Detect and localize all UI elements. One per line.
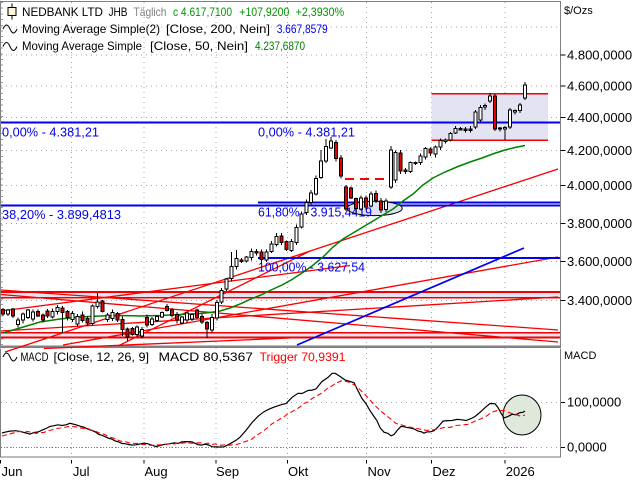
svg-text:Nov: Nov xyxy=(368,464,392,479)
svg-text:Aug: Aug xyxy=(145,464,168,479)
svg-text:[Close, 50, Nein]: [Close, 50, Nein] xyxy=(150,39,248,53)
svg-text:100,0000: 100,0000 xyxy=(567,394,621,409)
svg-text:Moving Average Simple: Moving Average Simple xyxy=(22,39,142,53)
svg-text:Trigger 70,9391: Trigger 70,9391 xyxy=(260,350,346,364)
svg-text:NEDBANK LTD: NEDBANK LTD xyxy=(22,5,103,19)
svg-text:4.237,6870: 4.237,6870 xyxy=(255,39,305,53)
svg-text:Täglich: Täglich xyxy=(134,5,167,19)
svg-text:0,00% - 4.381,21: 0,00% - 4.381,21 xyxy=(2,125,99,140)
svg-text:4.800,0000: 4.800,0000 xyxy=(567,48,632,63)
svg-text:2026: 2026 xyxy=(506,464,535,479)
svg-text:Okt: Okt xyxy=(288,464,309,479)
svg-text:[Close, 200, Nein]: [Close, 200, Nein] xyxy=(166,22,270,36)
svg-text:[Close, 12, 26, 9]: [Close, 12, 26, 9] xyxy=(54,350,150,364)
svg-text:JHB: JHB xyxy=(109,5,128,19)
svg-text:0,00% - 4.381,21: 0,00% - 4.381,21 xyxy=(258,125,355,140)
svg-text:4.600,0000: 4.600,0000 xyxy=(567,79,632,94)
svg-text:Jun: Jun xyxy=(2,464,23,479)
svg-text:Sep: Sep xyxy=(216,464,239,479)
svg-text:3.800,0000: 3.800,0000 xyxy=(567,216,632,231)
svg-text:$/Ozs: $/Ozs xyxy=(564,5,593,17)
svg-text:4.000,0000: 4.000,0000 xyxy=(567,178,632,193)
svg-text:3.600,0000: 3.600,0000 xyxy=(567,254,632,269)
svg-text:3.400,0000: 3.400,0000 xyxy=(567,293,632,308)
svg-text:3.667,8579: 3.667,8579 xyxy=(277,22,328,36)
svg-text:38,20% - 3.899,4813: 38,20% - 3.899,4813 xyxy=(2,207,121,222)
svg-text:4.400,0000: 4.400,0000 xyxy=(567,110,632,125)
svg-text:MACD: MACD xyxy=(564,350,596,362)
svg-text:+2,3930%: +2,3930% xyxy=(296,5,345,19)
svg-text:c 4.617,7100: c 4.617,7100 xyxy=(173,5,232,19)
svg-text:4.200,0000: 4.200,0000 xyxy=(567,143,632,158)
svg-text:100,00% - 3.627,54: 100,00% - 3.627,54 xyxy=(258,260,365,275)
svg-text:Dez: Dez xyxy=(432,464,455,479)
svg-text:0,0000: 0,0000 xyxy=(567,439,607,454)
svg-text:+107,9200: +107,9200 xyxy=(239,5,289,19)
svg-text:MACD 80,5367: MACD 80,5367 xyxy=(159,350,254,364)
svg-text:Jul: Jul xyxy=(73,464,90,479)
svg-text:61,80% - 3.915,4419: 61,80% - 3.915,4419 xyxy=(258,205,372,220)
svg-text:Moving Average Simple(2): Moving Average Simple(2) xyxy=(22,22,160,36)
svg-text:MACD: MACD xyxy=(21,350,49,364)
